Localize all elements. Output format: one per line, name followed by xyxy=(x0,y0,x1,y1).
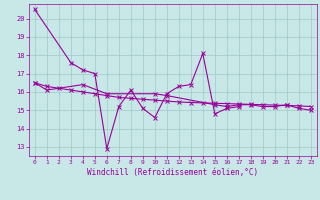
X-axis label: Windchill (Refroidissement éolien,°C): Windchill (Refroidissement éolien,°C) xyxy=(87,168,258,177)
